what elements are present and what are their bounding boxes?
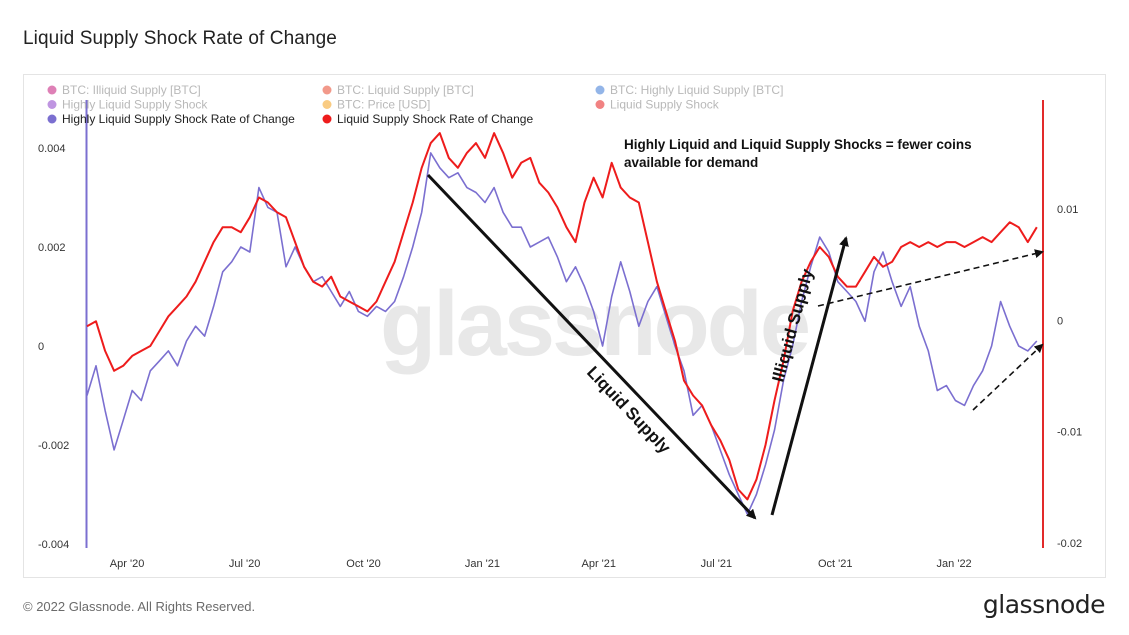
x-axis-tick-label: Jul '20 [229,558,260,570]
liquid-supply-arrow [426,173,757,520]
right-axis-tick-label: -0.01 [1057,427,1082,439]
blue-trend-dashed-arrow [972,343,1044,411]
legend-swatch [47,114,57,124]
x-axis-ticks: Apr '20 Jul '20 Oct '20 Jan '21 Apr '21 Jul '… [110,558,972,570]
right-axis-tick-label: 0 [1057,315,1063,327]
red-trend-dashed-arrow [817,249,1044,307]
legend-item[interactable]: BTC: Illiquid Supply [BTC] [62,83,201,97]
footer-brand-logo: glassnode [982,590,1106,619]
legend-swatch [47,85,57,95]
annotation-note-line2: available for demand [624,155,758,170]
footer-copyright: © 2022 Glassnode. All Rights Reserved. [23,599,256,614]
legend-item[interactable]: BTC: Liquid Supply [BTC] [337,83,474,97]
legend-item[interactable]: Highly Liquid Supply Shock [62,98,208,112]
page-title: Liquid Supply Shock Rate of Change [23,28,337,49]
left-axis-tick-label: -0.002 [38,440,69,452]
legend-swatch [322,85,332,95]
x-axis-tick-label: Jan '22 [937,558,972,570]
legend-swatch [322,100,332,109]
annotation-note-line1: Highly Liquid and Liquid Supply Shocks =… [624,137,972,152]
illiquid-supply-arrow [770,236,849,516]
legend-swatch [322,114,332,124]
chart-frame [23,74,1106,578]
legend-item[interactable]: Highly Liquid Supply Shock Rate of Chang… [62,112,295,126]
legend-item[interactable]: BTC: Price [USD] [337,98,430,112]
left-axis-ticks: 0.004 0.002 0 -0.002 -0.004 [38,143,69,551]
legend-item[interactable]: Liquid Supply Shock Rate of Change [337,112,533,126]
x-axis-tick-label: Jan '21 [465,558,500,570]
legend-swatch [47,100,57,109]
right-axis-tick-label: -0.02 [1057,538,1082,550]
liquid-supply-label: Liquid Supply [583,363,675,458]
legend-swatch [595,85,605,95]
legend-swatch [595,100,605,109]
left-axis-tick-label: -0.004 [38,539,69,551]
right-axis-ticks: 0.01 0 -0.01 -0.02 [1057,204,1082,550]
chart-area: glassnode BTC: Illiquid Supply [BTC] BTC:… [38,83,1082,570]
x-axis-tick-label: Oct '20 [346,558,381,570]
watermark-logo: glassnode [380,273,809,375]
x-axis-tick-label: Apr '21 [581,558,616,570]
chart-legend: BTC: Illiquid Supply [BTC] BTC: Liquid Su… [47,83,783,126]
legend-item[interactable]: BTC: Highly Liquid Supply [BTC] [610,83,783,97]
right-axis-tick-label: 0.01 [1057,204,1078,216]
left-axis-tick-label: 0.004 [38,143,66,155]
x-axis-tick-label: Apr '20 [110,558,145,570]
left-axis-tick-label: 0 [38,341,44,353]
series-line-liquid-roc [86,132,1038,501]
x-axis-tick-label: Jul '21 [701,558,732,570]
left-axis-tick-label: 0.002 [38,242,66,254]
x-axis-tick-label: Oct '21 [818,558,853,570]
legend-item[interactable]: Liquid Supply Shock [610,98,720,112]
series-layer [86,132,1038,516]
